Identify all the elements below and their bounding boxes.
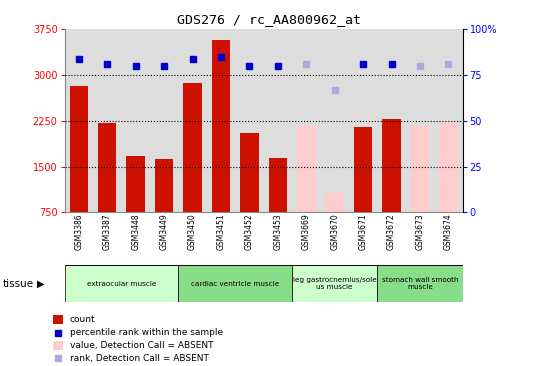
- Bar: [183, 83, 202, 212]
- Bar: [69, 86, 88, 212]
- Bar: [240, 133, 259, 212]
- Bar: [411, 126, 429, 212]
- Bar: [98, 123, 116, 212]
- Text: GDS276 / rc_AA800962_at: GDS276 / rc_AA800962_at: [177, 13, 361, 26]
- Text: percentile rank within the sample: percentile rank within the sample: [69, 328, 223, 337]
- Bar: [53, 341, 63, 350]
- Text: value, Detection Call = ABSENT: value, Detection Call = ABSENT: [69, 341, 213, 350]
- Bar: [354, 127, 372, 212]
- Bar: [155, 159, 173, 212]
- Text: extraocular muscle: extraocular muscle: [87, 281, 156, 287]
- Bar: [178, 265, 292, 302]
- Bar: [65, 265, 178, 302]
- Bar: [383, 119, 401, 212]
- Bar: [212, 40, 230, 212]
- Bar: [53, 315, 63, 324]
- Text: stomach wall smooth
muscle: stomach wall smooth muscle: [382, 277, 458, 290]
- Text: leg gastrocnemius/sole
us muscle: leg gastrocnemius/sole us muscle: [293, 277, 377, 290]
- Bar: [268, 158, 287, 212]
- Bar: [439, 123, 458, 212]
- Text: count: count: [69, 315, 95, 324]
- Bar: [377, 265, 463, 302]
- Bar: [292, 265, 377, 302]
- Bar: [325, 193, 344, 212]
- Text: tissue: tissue: [3, 279, 34, 289]
- Text: cardiac ventricle muscle: cardiac ventricle muscle: [191, 281, 279, 287]
- Bar: [297, 126, 315, 212]
- Text: rank, Detection Call = ABSENT: rank, Detection Call = ABSENT: [69, 354, 208, 363]
- Bar: [126, 156, 145, 212]
- Text: ▶: ▶: [37, 279, 44, 289]
